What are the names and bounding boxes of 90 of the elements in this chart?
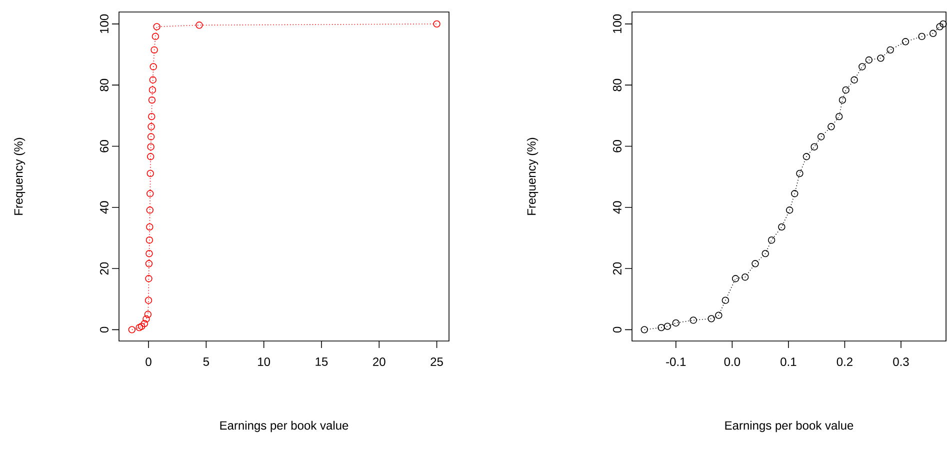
x-tick-label: 0.2 xyxy=(836,358,852,366)
y-axis-title: Frequency (%) xyxy=(14,138,26,215)
y-axis-title: Frequency (%) xyxy=(526,138,538,215)
point xyxy=(658,324,665,332)
point xyxy=(786,206,794,214)
point xyxy=(152,32,160,40)
point xyxy=(715,312,722,319)
point xyxy=(850,76,858,84)
point xyxy=(148,96,156,104)
y-tick-label: 80 xyxy=(612,78,622,92)
y-tick-label: 80 xyxy=(100,78,108,92)
point xyxy=(149,76,156,84)
point xyxy=(145,260,153,268)
point xyxy=(865,56,873,64)
point xyxy=(842,86,850,94)
point xyxy=(148,112,156,120)
x-tick-label: 0.1 xyxy=(780,358,796,366)
x-tick-label: 10 xyxy=(258,358,270,366)
point xyxy=(762,250,769,258)
point xyxy=(690,316,697,324)
y-tick-label: 100 xyxy=(100,14,108,34)
point xyxy=(664,322,672,330)
point xyxy=(144,296,152,304)
y-tick-label: 20 xyxy=(100,262,108,275)
point xyxy=(146,236,154,244)
point xyxy=(140,320,148,328)
point xyxy=(128,326,136,334)
x-tick-label: 20 xyxy=(373,358,386,366)
point xyxy=(146,190,154,198)
y-tick-label: 20 xyxy=(612,262,622,275)
point xyxy=(640,326,648,334)
point xyxy=(148,86,156,94)
point xyxy=(147,133,155,140)
point xyxy=(902,38,910,46)
x-tick-label: -0.1 xyxy=(666,358,686,366)
point xyxy=(918,32,926,40)
point xyxy=(138,322,146,330)
x-axis-title: Earnings per book value xyxy=(725,420,854,432)
x-tick-label: 0 xyxy=(146,358,152,366)
point xyxy=(146,223,154,231)
point xyxy=(153,23,160,30)
x-tick-label: 0.0 xyxy=(724,358,740,366)
point xyxy=(672,319,680,327)
point xyxy=(433,20,440,28)
point xyxy=(936,23,944,30)
point xyxy=(929,30,937,37)
point xyxy=(791,190,798,198)
x-axis-title: Earnings per book value xyxy=(220,420,348,432)
x-tick-label: 15 xyxy=(316,358,328,366)
point xyxy=(838,96,846,104)
point xyxy=(150,63,157,70)
point xyxy=(742,273,749,281)
y-tick-label: 40 xyxy=(100,201,108,214)
point xyxy=(142,315,150,323)
point xyxy=(835,112,843,120)
x-tick-label: 5 xyxy=(203,358,209,366)
point xyxy=(150,46,158,54)
point xyxy=(146,153,154,160)
x-tick-label: 0.3 xyxy=(893,358,909,366)
point xyxy=(858,63,866,70)
point xyxy=(752,260,759,268)
y-tick-label: 0 xyxy=(612,326,622,333)
x-tick-label: 25 xyxy=(430,358,443,366)
point xyxy=(810,143,818,150)
point xyxy=(817,133,825,140)
point xyxy=(877,54,884,62)
point xyxy=(147,143,154,150)
point xyxy=(144,310,152,318)
point xyxy=(802,153,810,160)
point xyxy=(146,206,154,214)
point xyxy=(148,123,155,130)
y-tick-label: 60 xyxy=(612,140,622,152)
point xyxy=(940,20,947,28)
point xyxy=(732,275,740,282)
y-tick-label: 0 xyxy=(100,326,108,333)
point xyxy=(796,170,804,178)
point xyxy=(136,324,143,332)
point xyxy=(145,275,152,282)
y-tick-label: 40 xyxy=(612,201,622,214)
point xyxy=(708,315,715,322)
point xyxy=(146,170,154,178)
point xyxy=(768,236,776,244)
point xyxy=(886,46,894,54)
y-tick-label: 60 xyxy=(100,140,108,152)
point xyxy=(778,223,786,231)
point xyxy=(146,250,153,258)
point xyxy=(196,22,203,29)
y-tick-label: 100 xyxy=(612,14,622,34)
point xyxy=(722,296,730,304)
point xyxy=(828,123,835,130)
